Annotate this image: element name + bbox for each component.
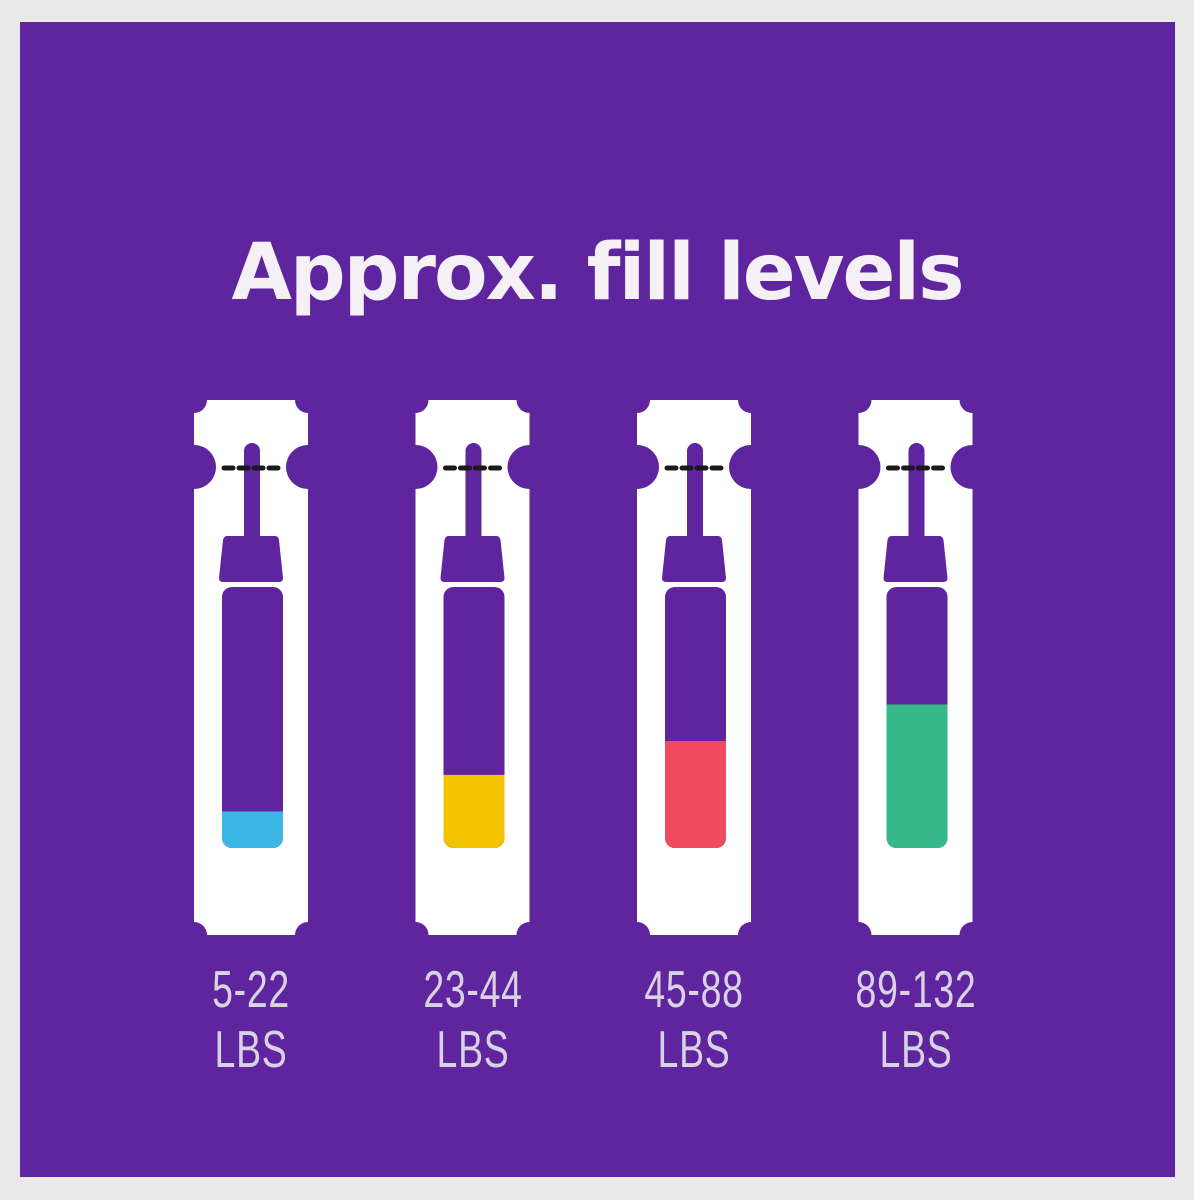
- syringe-cap: [219, 536, 283, 582]
- fill-level: [665, 740, 726, 848]
- corner-notch: [402, 387, 429, 413]
- syringe-cap: [662, 536, 726, 582]
- syringe-card: [615, 387, 773, 948]
- corner-notch: [516, 922, 543, 948]
- corner-notch: [845, 922, 872, 948]
- corner-notch: [959, 922, 986, 948]
- syringe-card: [836, 387, 995, 948]
- fill-level: [886, 704, 948, 848]
- weight-label: 5-22 LBS: [212, 961, 290, 1079]
- side-notch: [393, 445, 438, 489]
- syringe-cap: [883, 536, 948, 582]
- corner-notch: [624, 922, 650, 948]
- corner-notch: [402, 922, 429, 948]
- side-notch: [729, 445, 773, 489]
- corner-notch: [295, 922, 321, 948]
- side-notch: [836, 445, 881, 489]
- corner-notch: [738, 387, 764, 413]
- syringe-card: [172, 387, 330, 948]
- weight-label: 45-88 LBS: [644, 961, 744, 1079]
- corner-notch: [295, 387, 321, 413]
- corner-notch: [181, 387, 207, 413]
- corner-notch: [181, 922, 207, 948]
- fill-level: [222, 811, 283, 848]
- corner-notch: [845, 387, 872, 413]
- side-notch: [286, 445, 330, 489]
- side-notch: [950, 445, 995, 489]
- corner-notch: [738, 922, 764, 948]
- side-notch: [615, 445, 659, 489]
- fill-level: [443, 774, 505, 848]
- weight-label: 23-44 LBS: [422, 961, 523, 1079]
- side-notch: [172, 445, 216, 489]
- corner-notch: [624, 387, 650, 413]
- corner-notch: [516, 387, 543, 413]
- side-notch: [507, 445, 552, 489]
- weight-label: 89-132 LBS: [855, 961, 976, 1079]
- corner-notch: [959, 387, 986, 413]
- title: Approx. fill levels: [231, 228, 964, 318]
- syringe-barrel: [222, 587, 283, 848]
- syringe-cap: [440, 536, 505, 582]
- syringe-card: [393, 387, 552, 948]
